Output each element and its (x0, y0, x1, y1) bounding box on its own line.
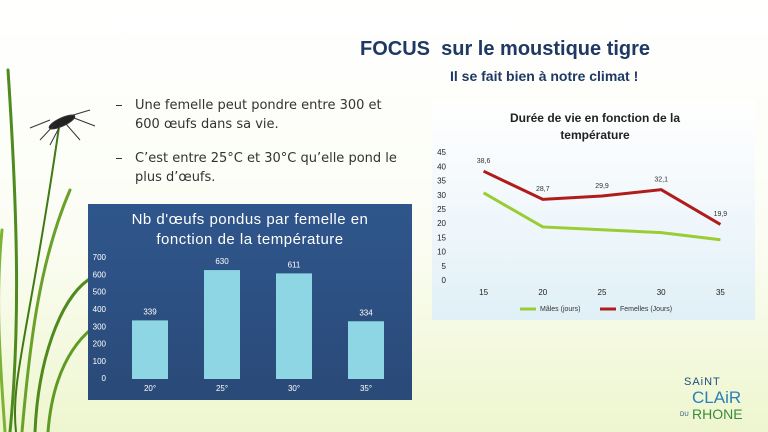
series-line (482, 191, 721, 242)
y-tick-label: 40 (437, 162, 446, 171)
chart-title: Durée de vie en fonction de la températu… (509, 111, 681, 142)
chart-title: Nb d'œufs pondus par femelle en fonction… (131, 211, 369, 248)
bar (348, 321, 384, 379)
bullet: C’est entre 25°C et 30°C qu’elle pond le… (116, 149, 406, 187)
x-tick-label: 25 (598, 288, 607, 297)
y-tick-label: 25 (437, 205, 446, 214)
x-tick-label: 30° (288, 384, 300, 393)
data-label: 630 (215, 257, 229, 266)
data-label: 339 (143, 308, 157, 317)
mosquito (29, 109, 96, 146)
data-label: 19,9 (714, 211, 728, 218)
chart-panel (432, 100, 755, 320)
y-tick-label: 0 (442, 276, 447, 285)
data-label: 32,1 (654, 177, 668, 184)
y-tick-label: 600 (93, 270, 107, 279)
y-tick-label: 45 (437, 148, 446, 157)
legend-label: Femelles (Jours) (620, 306, 672, 313)
x-tick-label: 30 (657, 288, 666, 297)
slide-title: FOCUS sur le moustique tigre (360, 38, 651, 60)
y-tick-label: 15 (437, 233, 446, 242)
data-label: 611 (288, 260, 301, 269)
series-line (482, 169, 722, 226)
bar (132, 320, 168, 379)
bar (204, 270, 240, 379)
logo-text: DU (680, 412, 689, 418)
y-tick-label: 20 (437, 219, 446, 228)
data-label: 38,6 (477, 158, 491, 165)
y-tick-label: 35 (437, 177, 446, 186)
data-label: 28,7 (536, 186, 550, 193)
bullet-list: Une femelle peut pondre entre 300 et 600… (116, 96, 406, 202)
grass-decoration (0, 68, 106, 432)
data-label: 334 (359, 308, 373, 317)
bar (276, 273, 312, 379)
y-tick-label: 200 (93, 340, 107, 349)
logo-text: SAiNT (684, 376, 721, 388)
x-tick-label: 20° (144, 384, 156, 393)
y-tick-label: 400 (93, 305, 107, 314)
y-tick-label: 30 (437, 191, 446, 200)
y-tick-label: 0 (102, 374, 107, 383)
x-tick-label: 20 (538, 288, 547, 297)
slide-subtitle: Il se fait bien à notre climat ! (450, 68, 639, 84)
x-tick-label: 25° (216, 384, 228, 393)
y-tick-label: 700 (93, 253, 107, 262)
logo-text: RHONE (692, 406, 743, 422)
y-tick-label: 10 (437, 248, 446, 257)
y-tick-label: 100 (93, 357, 107, 366)
x-tick-label: 15 (479, 288, 488, 297)
y-tick-label: 300 (93, 322, 107, 331)
logo-text: CLAiR (692, 388, 742, 407)
y-tick-label: 500 (93, 288, 107, 297)
data-label: 29,9 (595, 183, 609, 190)
x-tick-label: 35° (360, 384, 372, 393)
y-tick-label: 5 (442, 262, 447, 271)
x-tick-label: 35 (716, 288, 725, 297)
legend-label: Mâles (jours) (540, 306, 580, 313)
bullet: Une femelle peut pondre entre 300 et 600… (116, 96, 406, 134)
